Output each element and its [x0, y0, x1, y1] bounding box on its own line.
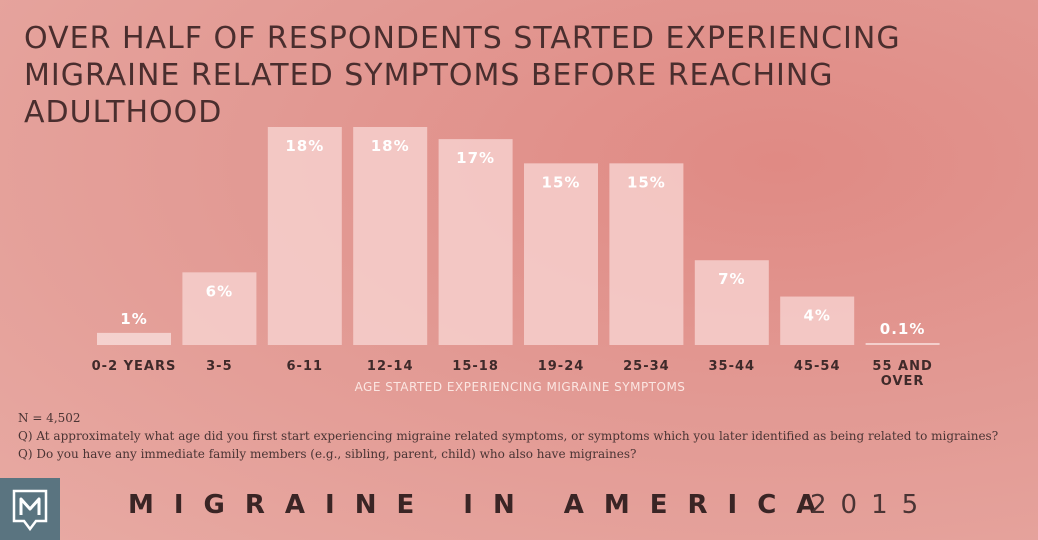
bar-8: [694, 260, 769, 345]
category-label-5: 15-18: [452, 359, 499, 374]
category-label-7: 25-34: [623, 359, 670, 374]
value-label-7: 15%: [627, 173, 666, 191]
value-label-9: 4%: [803, 307, 830, 325]
category-label-2: 3-5: [206, 359, 233, 374]
value-label-6: 15%: [542, 173, 581, 191]
value-label-8: 7%: [718, 270, 745, 288]
value-label-10: 0.1%: [880, 320, 926, 338]
title-line-1: OVER HALF OF RESPONDENTS STARTED EXPERIE…: [24, 21, 901, 56]
bar-7: [609, 163, 684, 345]
bar-chart: 1% 0-2 YEARS 6% 3-5 18% 6-11 18% 12-14 17% 15-18 1…: [92, 127, 940, 389]
category-label-9: 45-54: [794, 359, 841, 374]
bar-2: [182, 272, 257, 345]
value-label-2: 6%: [206, 282, 233, 300]
bar-4: [353, 127, 428, 345]
footnotes: N = 4,502 Q) At approximately what age d…: [18, 409, 998, 463]
category-label-10-line-1: 55 AND: [872, 359, 932, 374]
bar-6: [524, 163, 598, 345]
bar-5: [438, 139, 513, 345]
value-label-1: 1%: [120, 310, 147, 328]
sample-size-note: N = 4,502: [18, 411, 81, 425]
bar-9: [780, 296, 855, 345]
category-label-6: 19-24: [538, 359, 585, 374]
value-label-5: 17%: [456, 149, 495, 167]
chart-title: OVER HALF OF RESPONDENTS STARTED EXPERIE…: [24, 20, 1038, 131]
bar-3: [267, 127, 342, 345]
bar-1: [97, 332, 171, 345]
value-label-3: 18%: [285, 137, 324, 155]
value-label-4: 18%: [371, 137, 410, 155]
category-label-1: 0-2 YEARS: [92, 359, 177, 374]
question-note-2: Q) Do you have any immediate family memb…: [18, 447, 637, 461]
brand-logo: [0, 478, 60, 540]
category-label-3: 6-11: [287, 359, 324, 374]
bar-10: [865, 343, 940, 345]
title-line-2: MIGRAINE RELATED SYMPTOMS BEFORE REACHIN…: [24, 58, 834, 130]
m-logo-icon: [12, 489, 48, 531]
brand-year: 2015: [810, 490, 933, 520]
x-axis-label: AGE STARTED EXPERIENCING MIGRAINE SYMPTO…: [354, 380, 686, 394]
category-label-10-line-2: OVER: [881, 374, 925, 389]
brand-name: MIGRAINE IN AMERICA: [128, 490, 837, 520]
question-note-1: Q) At approximately what age did you fir…: [18, 429, 999, 443]
category-label-8: 35-44: [709, 359, 756, 374]
category-label-4: 12-14: [367, 359, 414, 374]
